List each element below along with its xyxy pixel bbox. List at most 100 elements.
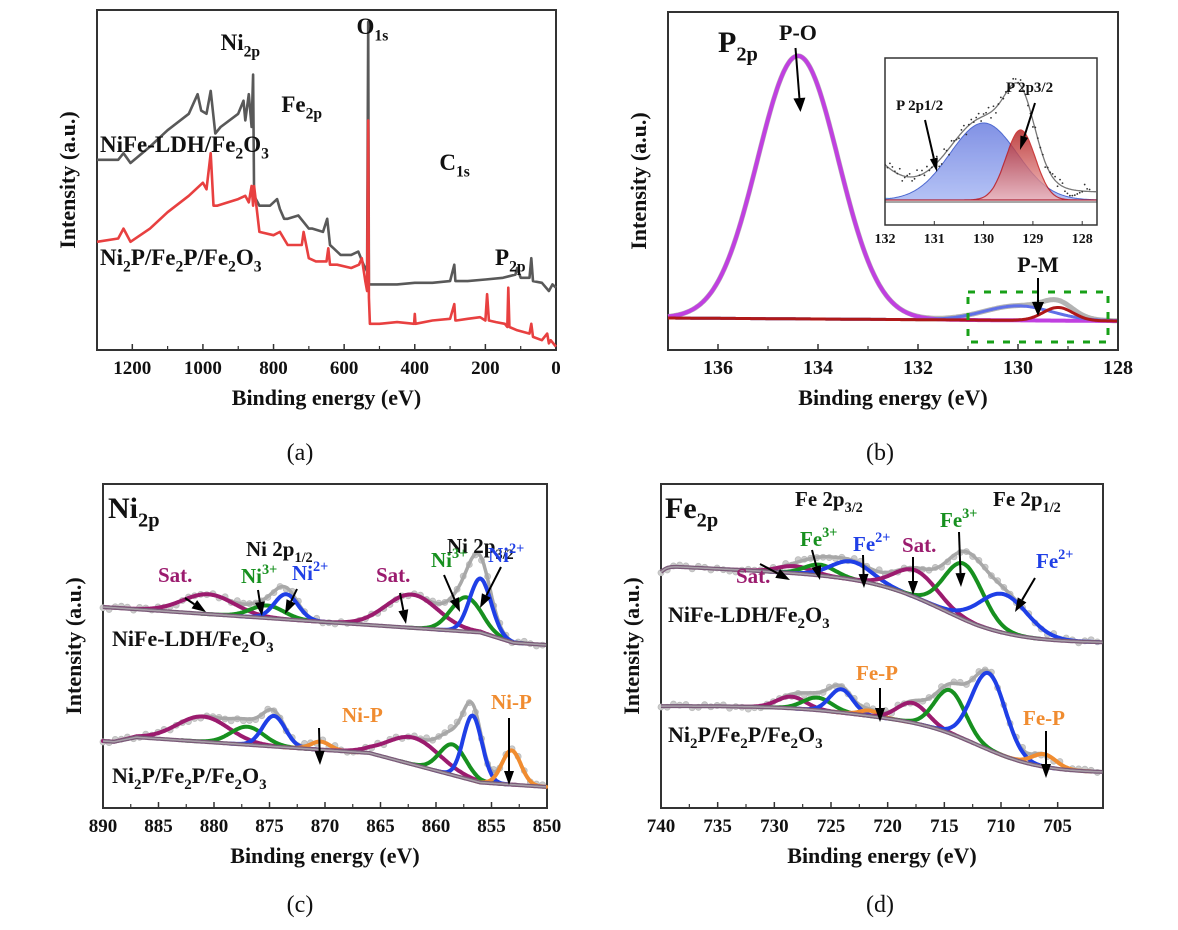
x-tick-label: 885: [144, 816, 173, 837]
arrow-shaft: [1021, 577, 1036, 601]
text-part: 3+: [962, 506, 977, 522]
arrow-shaft: [862, 554, 865, 575]
text-part: Ni 2p: [246, 537, 294, 561]
text-part: Ni: [100, 245, 124, 270]
inset-data-point: [995, 111, 997, 114]
arrow-annotation: [184, 597, 206, 612]
arrow-annotation: [1032, 278, 1044, 316]
inset-data-point: [1027, 104, 1029, 107]
text-part: 2: [791, 736, 798, 752]
label-fe3-2: Fe3+: [940, 506, 977, 532]
arrow-head: [480, 593, 491, 608]
inset-data-point: [958, 137, 960, 140]
x-tick-label: 132: [903, 357, 933, 379]
text-part: 2p: [244, 43, 261, 60]
text-part: 2+: [875, 530, 890, 546]
inset-data-point: [930, 166, 933, 169]
inset-data-point: [1041, 153, 1044, 156]
text-part: Fe 2p: [993, 487, 1043, 511]
inset-data-point: [1066, 192, 1069, 195]
x-tick-label: 600: [330, 358, 359, 379]
inset-data-point: [1022, 82, 1024, 85]
label-ni2-1: Ni2+: [292, 559, 328, 585]
text-part: Fe: [665, 492, 697, 525]
text-part: O: [243, 132, 261, 157]
arrow-annotation: [285, 588, 298, 614]
inset-data-point: [982, 113, 985, 115]
text-part: O: [357, 14, 375, 39]
x-tick-label: 134: [803, 357, 833, 379]
inset-data-point: [1002, 97, 1005, 100]
arrow-head: [929, 157, 938, 172]
text-part: 2p: [697, 509, 719, 531]
peak-label-o1s: O1s: [357, 14, 389, 44]
x-tick-label: 136: [703, 357, 733, 379]
x-tick-label: 1000: [184, 358, 222, 379]
text-part: Sat.: [376, 563, 410, 587]
label-fe3-1: Fe3+: [800, 525, 837, 551]
arrow-annotation: [1041, 731, 1051, 778]
inset-data-point: [1076, 193, 1079, 195]
text-part: Sat.: [158, 563, 192, 587]
component-fe2-: [919, 670, 1058, 771]
peak-label-p-o: P-O: [779, 20, 817, 45]
text-part: 3: [254, 258, 262, 275]
label-sat-2: Sat.: [902, 533, 936, 557]
panel-label: (c): [287, 892, 314, 918]
inset-data-point: [913, 177, 916, 180]
text-part: 3+: [452, 546, 467, 562]
text-part: Ni-P: [342, 703, 383, 727]
component-p-2p3-2: [668, 306, 1117, 323]
text-part: 2: [235, 145, 243, 162]
arrow-head: [285, 599, 296, 614]
inset-data-point: [1061, 182, 1064, 184]
text-part: Ni: [431, 548, 452, 572]
inset-data-point: [938, 165, 941, 168]
inset-label-p2p3-2: P 2p3/2: [1006, 80, 1053, 96]
inset-data-point: [898, 167, 901, 170]
x-tick-label: 860: [422, 816, 451, 837]
panel-a-survey: 1200 1000 800 600 400 200 0Ni2pFe2pO1sC1sP2pNi…: [55, 9, 561, 466]
arrow-annotation: [480, 566, 502, 608]
label-fe-p-2: Fe-P: [1023, 706, 1065, 730]
y-axis-title: Intensity (a.u.): [619, 577, 644, 715]
x-tick-label: 725: [817, 816, 846, 837]
text-part: Fe: [281, 92, 305, 117]
inset-x-tick-label: 132: [875, 232, 896, 247]
inset-data-point: [972, 121, 975, 124]
text-part: 2+: [509, 541, 524, 557]
arrow-annotation: [504, 718, 514, 785]
inset-data-point: [911, 179, 914, 182]
x-axis-title: Binding energy (eV): [230, 843, 419, 868]
peak-label-fe2p: Fe2p: [281, 92, 322, 122]
text-part: Sat.: [902, 533, 936, 557]
inset-data-point: [1024, 93, 1027, 96]
text-part: 2+: [313, 559, 328, 575]
text-part: Fe: [853, 532, 875, 556]
text-part: P-M: [1017, 252, 1059, 277]
series-label-ni2p-fe2p: Ni2P/Fe2P/Fe2O3: [100, 245, 262, 275]
arrow-shaft: [290, 588, 298, 602]
arrow-head: [955, 572, 966, 587]
inset-data-point: [1034, 126, 1037, 129]
series-label-nife-ldh: NiFe-LDH/Fe2O3: [112, 626, 274, 656]
text-part: 2+: [1058, 547, 1073, 563]
inset-data-point: [1059, 178, 1061, 181]
inset-data-point: [1032, 126, 1034, 128]
label-ni-p-1: Ni-P: [342, 703, 383, 727]
text-part: p3/2: [1026, 80, 1054, 96]
background-line-inner: [102, 606, 547, 646]
text-part: 2: [740, 736, 747, 752]
text-part: 3/2: [495, 547, 513, 563]
inset-data-point: [953, 139, 955, 142]
arrow-annotation: [1020, 102, 1036, 150]
x-tick-label: 1200: [113, 358, 151, 379]
inset-data-point: [1054, 175, 1056, 178]
inset-data-point: [928, 169, 931, 172]
inset-data-point: [1068, 194, 1071, 197]
text-part: Fe-P: [1023, 706, 1065, 730]
arrow-head: [811, 565, 822, 580]
text-part: 3: [261, 145, 269, 162]
x-axis-title: Binding energy (eV): [232, 385, 421, 410]
